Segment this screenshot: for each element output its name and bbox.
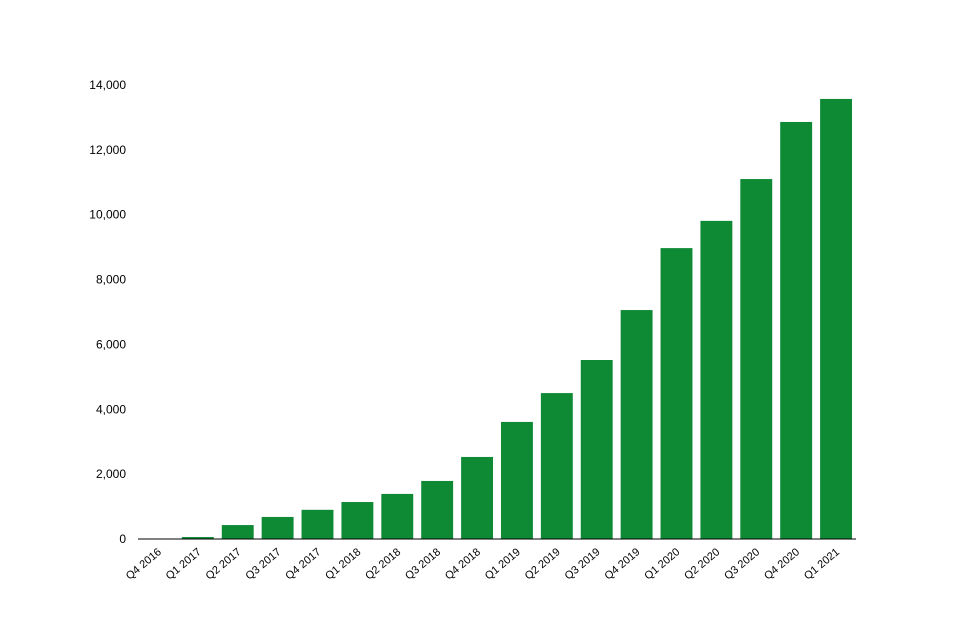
bar	[740, 179, 773, 540]
x-tick-label: Q3 2020	[722, 546, 762, 582]
x-tick-label: Q4 2016	[124, 546, 164, 582]
y-tick-label: 0	[119, 532, 126, 546]
x-tick-label: Q2 2017	[204, 546, 244, 582]
x-tick-label: Q1 2018	[323, 546, 363, 582]
bar	[540, 393, 573, 539]
x-tick-label: Q4 2018	[443, 546, 483, 582]
y-tick-label: 6,000	[96, 337, 126, 351]
bar	[620, 310, 653, 539]
x-tick-label: Q2 2018	[363, 546, 403, 582]
bar	[780, 121, 813, 540]
y-tick-label: 14,000	[89, 78, 126, 92]
bar	[461, 456, 494, 539]
bar	[500, 421, 533, 539]
bar	[580, 359, 613, 539]
x-tick-label: Q3 2018	[403, 546, 443, 582]
bar	[820, 98, 853, 540]
y-tick-label: 12,000	[89, 143, 126, 157]
bar	[660, 248, 693, 539]
y-tick-label: 2,000	[96, 467, 126, 481]
bar	[421, 480, 454, 539]
y-tick-label: 10,000	[89, 208, 126, 222]
x-tick-label: Q3 2017	[243, 546, 283, 582]
bar	[181, 537, 214, 539]
bar	[261, 516, 294, 539]
x-tick-label: Q1 2020	[642, 546, 682, 582]
y-tick-label: 8,000	[96, 273, 126, 287]
x-tick-label: Q4 2020	[762, 546, 802, 582]
x-tick-label: Q4 2019	[602, 546, 642, 582]
bar	[221, 525, 254, 539]
x-tick-label: Q1 2019	[483, 546, 523, 582]
x-tick-label: Q2 2019	[523, 546, 563, 582]
bar	[341, 502, 374, 539]
bar	[700, 220, 733, 539]
y-tick-label: 4,000	[96, 402, 126, 416]
x-tick-label: Q3 2019	[563, 546, 603, 582]
bar	[381, 493, 414, 539]
bar	[301, 509, 334, 539]
x-tick-label: Q2 2020	[682, 546, 722, 582]
x-tick-label: Q1 2017	[164, 546, 204, 582]
x-tick-label: Q1 2021	[802, 546, 842, 582]
x-tick-label: Q4 2017	[283, 546, 323, 582]
